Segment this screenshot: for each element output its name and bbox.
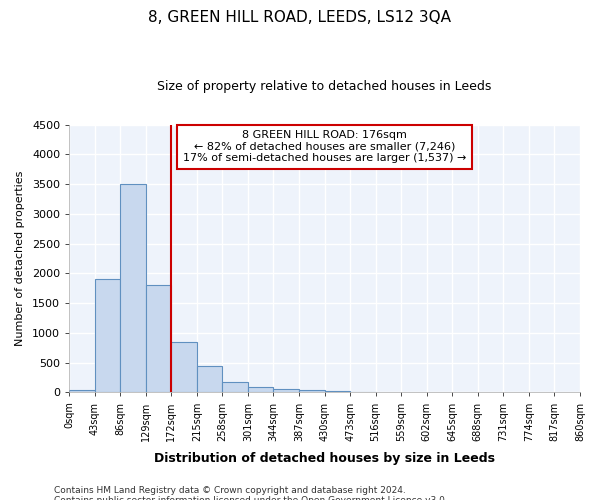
X-axis label: Distribution of detached houses by size in Leeds: Distribution of detached houses by size … (154, 452, 495, 465)
Bar (248, 386, 274, 392)
Bar (146, 286, 171, 393)
Bar (223, 382, 248, 392)
Bar (299, 390, 325, 392)
Y-axis label: Number of detached properties: Number of detached properties (15, 171, 25, 346)
Text: 8, GREEN HILL ROAD, LEEDS, LS12 3QA: 8, GREEN HILL ROAD, LEEDS, LS12 3QA (149, 10, 452, 25)
Bar (69, 390, 95, 392)
Bar (171, 342, 197, 392)
Bar (120, 184, 146, 392)
Text: Contains public sector information licensed under the Open Government Licence v3: Contains public sector information licen… (54, 496, 448, 500)
Bar (197, 366, 223, 392)
Bar (274, 388, 299, 392)
Bar (95, 280, 120, 392)
Text: Contains HM Land Registry data © Crown copyright and database right 2024.: Contains HM Land Registry data © Crown c… (54, 486, 406, 495)
Text: 8 GREEN HILL ROAD: 176sqm
← 82% of detached houses are smaller (7,246)
17% of se: 8 GREEN HILL ROAD: 176sqm ← 82% of detac… (183, 130, 466, 164)
Title: Size of property relative to detached houses in Leeds: Size of property relative to detached ho… (157, 80, 492, 93)
